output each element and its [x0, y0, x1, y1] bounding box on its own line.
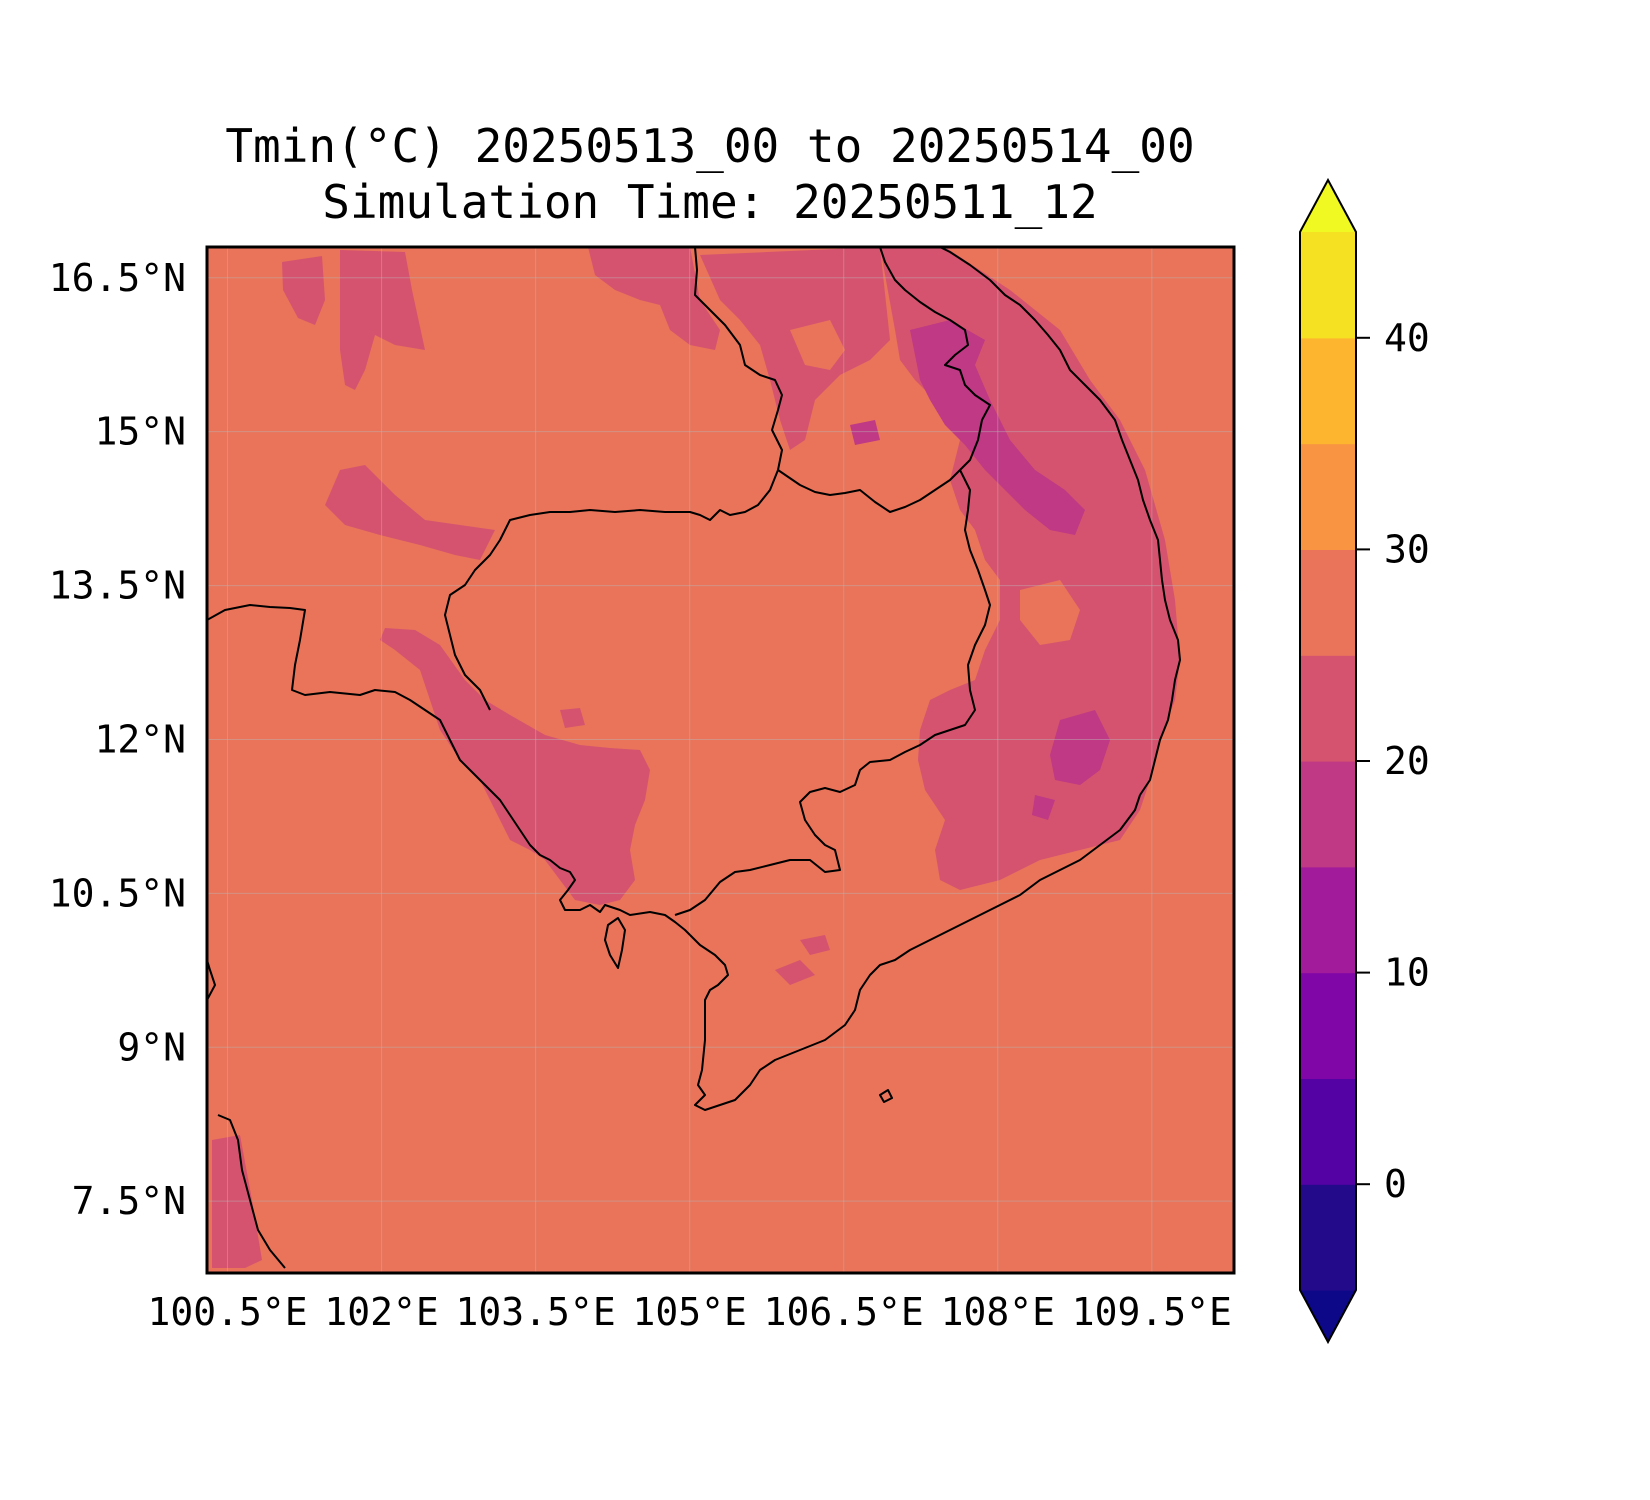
coastlines-and-borders	[207, 247, 1181, 1269]
x-tick-label: 102°E	[324, 1290, 438, 1334]
y-axis-ticks: 16.5°N 15°N 13.5°N 12°N 10.5°N 9°N 7.5°N	[49, 256, 186, 1223]
contour-pocket-laos	[790, 320, 845, 370]
y-tick-label: 13.5°N	[49, 564, 186, 608]
island-con-dao	[879, 1089, 893, 1103]
contour-region-highlands-small	[1032, 795, 1055, 820]
map-panel: 100.5°E 102°E 103.5°E 105°E 106.5°E 108°E 109.…	[49, 245, 1236, 1334]
colorbar-level	[1300, 1184, 1356, 1291]
border-cambodia-laos-vietnam	[777, 247, 991, 513]
contour-region-central-highlands	[1050, 710, 1110, 785]
colorbar-level	[1300, 232, 1356, 339]
contour-region-cardamom	[380, 628, 650, 905]
y-tick-label: 16.5°N	[49, 256, 186, 300]
border-thailand-laos	[444, 247, 783, 711]
x-tick-label: 103.5°E	[456, 1290, 616, 1334]
colorbar-extend-min	[1300, 1290, 1356, 1342]
contour-region-laos-north	[588, 247, 720, 350]
colorbar-level	[1300, 443, 1356, 550]
colorbar-level	[1300, 972, 1356, 1079]
contour-25-30-pockets	[790, 320, 1080, 645]
colorbar-level	[1300, 866, 1356, 974]
contour-15-20	[850, 320, 1110, 820]
colorbar-level	[1300, 337, 1356, 445]
colorbar-tick-label: 0	[1384, 1162, 1407, 1206]
colorbar-tick-label: 10	[1384, 951, 1430, 995]
y-tick-label: 7.5°N	[72, 1179, 186, 1223]
colorbar-tick-label: 30	[1384, 527, 1430, 571]
x-tick-label: 109.5°E	[1072, 1290, 1232, 1334]
colorbar-level	[1300, 655, 1356, 762]
contour-region-annamite-north	[910, 320, 1085, 535]
contour-region-mekong-delta-small	[775, 960, 815, 985]
y-tick-label: 10.5°N	[49, 871, 186, 915]
x-tick-label: 105°E	[632, 1290, 746, 1334]
contour-region-mekong-delta-coast	[800, 935, 830, 955]
contour-region-laos-pocket	[850, 420, 880, 445]
contour-pocket-laos-2	[878, 395, 915, 440]
colorbar-level	[1300, 1078, 1356, 1185]
contour-region-north-thailand	[340, 250, 425, 390]
colorbar-level	[1300, 761, 1356, 868]
contour-region-tonle-sap-north	[560, 708, 585, 728]
x-axis-ticks: 100.5°E 102°E 103.5°E 105°E 106.5°E 108°E 109.…	[147, 1290, 1231, 1334]
coastline-vietnam-east	[939, 247, 1181, 796]
chart-title-line2: Simulation Time: 20250511_12	[322, 175, 1098, 229]
chart-title-line1: Tmin(°C) 20250513_00 to 20250514_00	[225, 119, 1195, 173]
colorbar-level	[1300, 549, 1356, 656]
coastline-gulf-of-thailand-west	[207, 604, 691, 936]
y-tick-label: 9°N	[117, 1025, 186, 1069]
gridlines	[207, 247, 1234, 1273]
y-tick-label: 12°N	[94, 717, 186, 761]
island-phu-quoc	[604, 917, 626, 969]
coastline-mekong-delta	[689, 794, 1141, 1111]
colorbar-tick-label: 40	[1384, 316, 1430, 360]
map-frame	[205, 245, 1236, 1275]
contour-region-sw-corner	[212, 1135, 262, 1268]
border-cambodia-vietnam	[674, 469, 991, 916]
colorbar-outline	[1299, 177, 1357, 1345]
coastline-myanmar-peninsula	[217, 1114, 286, 1269]
contour-region-laos-east	[700, 247, 890, 450]
contour-pocket-highlands	[1020, 580, 1080, 645]
x-tick-label: 106.5°E	[764, 1290, 924, 1334]
x-tick-label: 108°E	[941, 1290, 1055, 1334]
colorbar: 0 10 20 30 40	[1299, 177, 1430, 1345]
y-tick-label: 15°N	[94, 410, 186, 454]
x-tick-label: 100.5°E	[147, 1290, 307, 1334]
colorbar-extend-max	[1300, 180, 1356, 232]
contour-region-nw-thailand	[282, 256, 325, 325]
colorbar-tick-label: 20	[1384, 739, 1430, 783]
contour-region-isan	[325, 465, 495, 560]
